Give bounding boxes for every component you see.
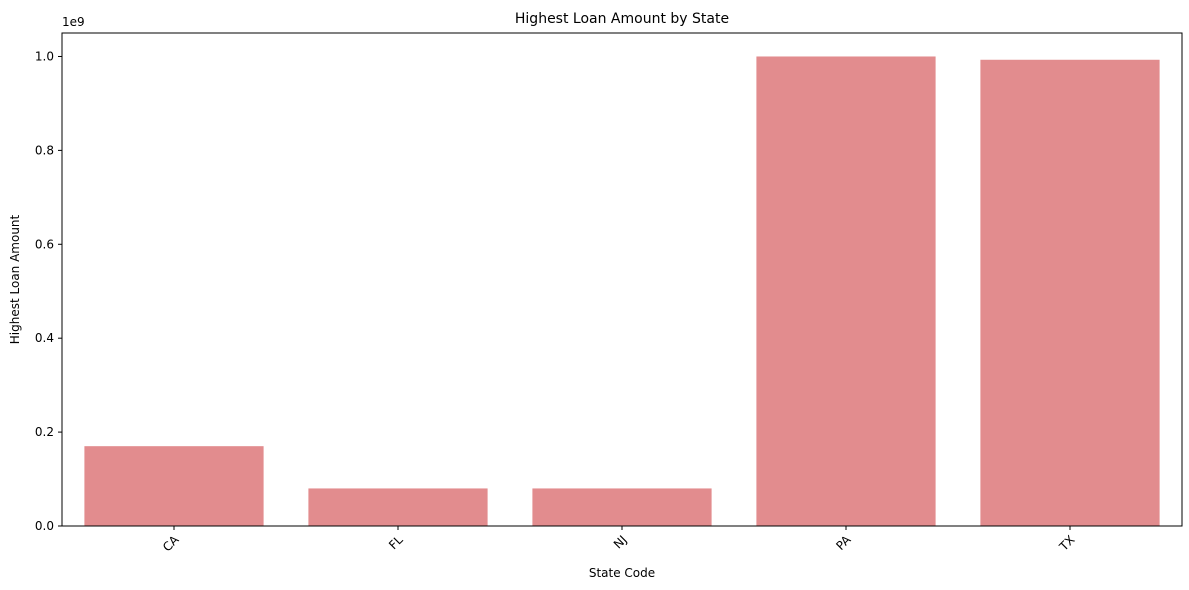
bars-group [84,56,1160,527]
y-tick-label: 0.8 [35,143,54,157]
bar-pa [756,56,936,526]
y-tick-label: 0.0 [35,519,54,533]
bar-fl [308,488,488,526]
bar-nj [532,488,712,526]
y-tick-label: 1.0 [35,49,54,63]
y-offset-label: 1e9 [62,15,85,29]
y-tick-label: 0.4 [35,331,54,345]
x-axis-label: State Code [589,566,655,580]
y-tick-label: 0.2 [35,425,54,439]
bar-tx [980,59,1160,527]
y-tick-label: 0.6 [35,237,54,251]
y-axis-label: Highest Loan Amount [8,214,22,344]
plot-frame [61,32,1183,527]
y-ticks-group: 0.0 0.2 0.4 0.6 0.8 1.0 [35,49,62,533]
bar-ca [84,446,264,526]
chart-title: Highest Loan Amount by State [515,11,729,27]
